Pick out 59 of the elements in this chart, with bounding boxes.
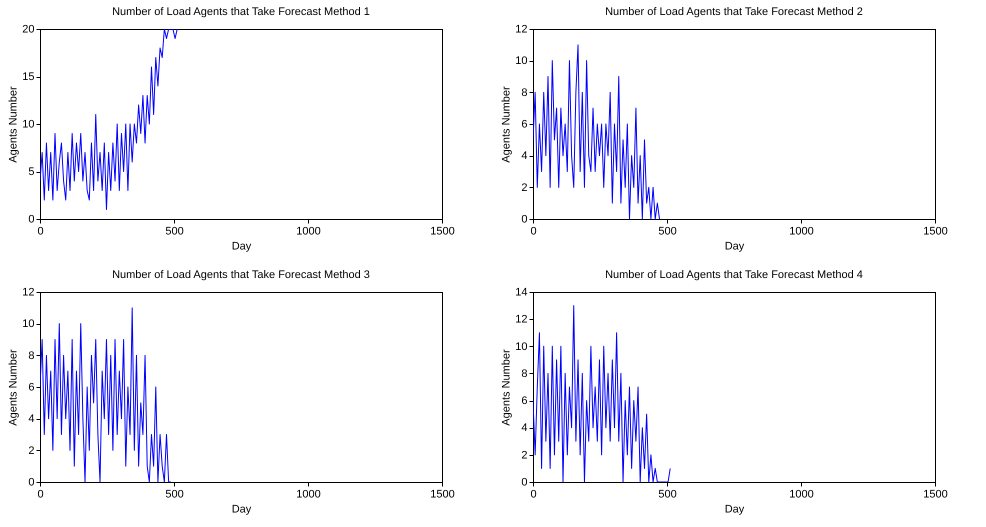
- x-axis-title: Day: [232, 240, 252, 252]
- y-tick-label: 2: [521, 182, 528, 194]
- y-tick-label: 12: [515, 314, 528, 326]
- x-axis-title: Day: [724, 504, 745, 516]
- y-tick-label: 8: [521, 368, 528, 380]
- y-tick-label: 10: [22, 118, 34, 130]
- y-tick-label: 20: [22, 24, 34, 36]
- x-tick-label: 1000: [296, 488, 321, 500]
- y-tick-label: 14: [515, 286, 528, 298]
- y-tick-label: 0: [521, 214, 528, 226]
- x-tick-label: 500: [165, 226, 184, 238]
- x-tick-label: 0: [530, 488, 537, 500]
- line-series: [40, 29, 178, 210]
- y-axis-title: Agents Number: [7, 348, 20, 426]
- x-tick-label: 0: [37, 488, 44, 500]
- y-tick-label: 0: [521, 476, 528, 488]
- line-series: [533, 305, 671, 482]
- y-tick-label: 15: [22, 71, 34, 83]
- x-axis-title: Day: [724, 240, 745, 252]
- x-tick-label: 1500: [923, 488, 948, 500]
- y-tick-label: 0: [28, 214, 34, 226]
- y-tick-label: 4: [521, 422, 528, 434]
- x-tick-label: 1000: [789, 488, 814, 500]
- x-tick-label: 500: [658, 226, 677, 238]
- y-tick-label: 5: [28, 166, 34, 178]
- line-series: [533, 44, 660, 219]
- y-tick-label: 12: [22, 286, 34, 298]
- y-axis-title: Agents Number: [7, 86, 20, 163]
- y-tick-label: 10: [515, 340, 528, 353]
- chart-title: Number of Load Agents that Take Forecast Method 1: [112, 6, 370, 18]
- line-series: [40, 307, 172, 482]
- y-tick-label: 6: [521, 118, 528, 130]
- x-tick-label: 500: [658, 488, 677, 500]
- x-tick-label: 500: [165, 488, 184, 500]
- y-tick-label: 8: [521, 86, 528, 99]
- x-axis-title: Day: [232, 504, 252, 516]
- y-tick-label: 10: [515, 55, 528, 68]
- x-tick-label: 1000: [296, 226, 321, 238]
- x-tick-label: 1000: [789, 226, 814, 238]
- y-tick-label: 12: [515, 24, 528, 36]
- y-tick-label: 0: [28, 476, 34, 488]
- x-tick-label: 1500: [923, 226, 948, 238]
- x-tick-label: 0: [37, 226, 44, 238]
- chart-title: Number of Load Agents that Take Forecast Method 2: [605, 6, 863, 18]
- x-tick-label: 0: [530, 226, 537, 238]
- x-tick-label: 1500: [430, 488, 455, 500]
- y-tick-label: 6: [28, 382, 34, 394]
- y-tick-label: 4: [28, 413, 34, 426]
- x-tick-label: 1500: [430, 226, 455, 238]
- y-tick-label: 2: [521, 449, 528, 462]
- y-tick-label: 10: [22, 318, 34, 330]
- y-axis-title: Agents Number: [500, 348, 512, 426]
- y-axis-title: Agents Number: [500, 86, 512, 163]
- y-tick-label: 6: [521, 395, 528, 408]
- y-tick-label: 4: [521, 150, 528, 162]
- chart-title: Number of Load Agents that Take Forecast Method 3: [112, 269, 370, 281]
- y-tick-label: 8: [28, 350, 34, 362]
- y-tick-label: 2: [28, 444, 34, 457]
- chart-title: Number of Load Agents that Take Forecast Method 4: [605, 269, 863, 281]
